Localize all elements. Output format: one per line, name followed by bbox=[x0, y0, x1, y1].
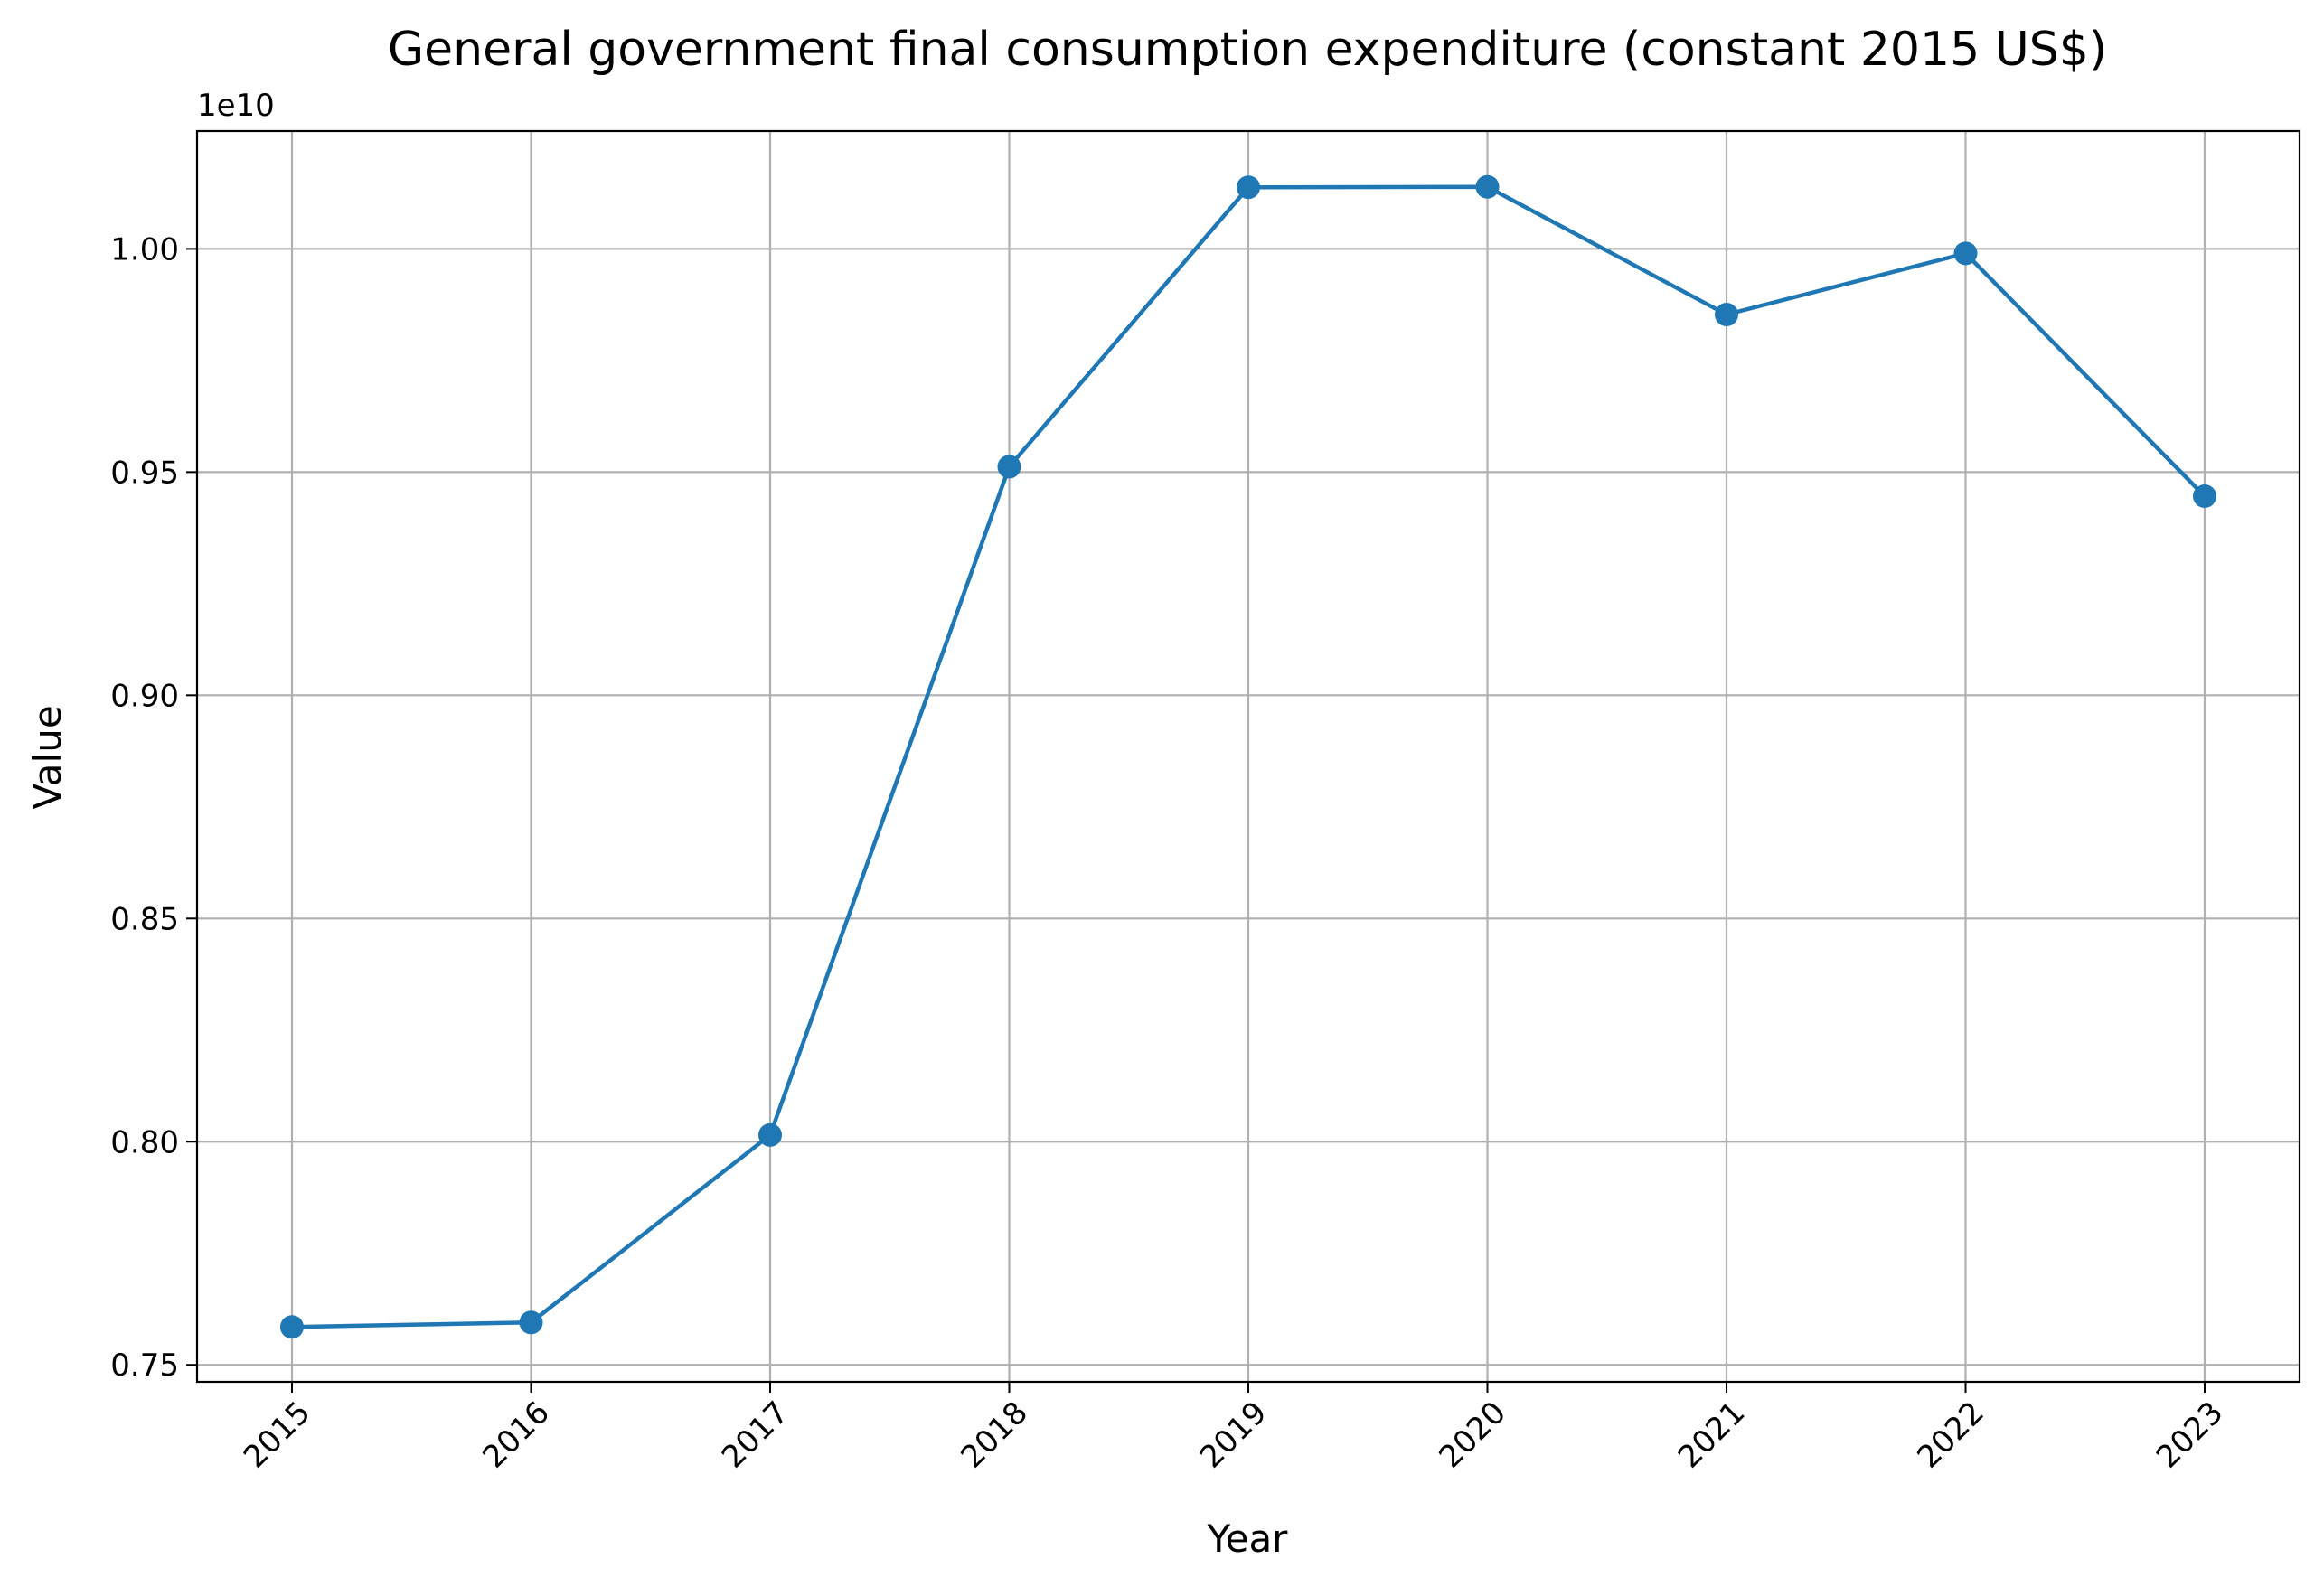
x-tick-label: 2023 bbox=[2150, 1394, 2230, 1475]
data-point-2017 bbox=[758, 1122, 782, 1147]
y-tick-label: 1.00 bbox=[110, 231, 179, 268]
data-point-2020 bbox=[1475, 174, 1500, 199]
grid-lines bbox=[197, 131, 2300, 1382]
x-tick-label: 2019 bbox=[1193, 1394, 1274, 1475]
y-tick-label: 0.75 bbox=[110, 1348, 179, 1384]
y-axis-offset-label: 1e10 bbox=[197, 88, 275, 124]
x-tick-label: 2016 bbox=[475, 1394, 556, 1475]
chart-title: General government final consumption exp… bbox=[388, 23, 2107, 77]
data-point-2023 bbox=[2193, 484, 2216, 509]
y-axis-ticks: 0.75 0.80 0.85 0.90 0.95 1.00 bbox=[110, 231, 197, 1384]
y-tick-label: 0.80 bbox=[110, 1124, 179, 1160]
x-tick-label: 2022 bbox=[1910, 1394, 1990, 1475]
data-point-2015 bbox=[280, 1315, 304, 1339]
x-tick-label: 2017 bbox=[715, 1394, 795, 1475]
x-tick-label: 2018 bbox=[954, 1394, 1034, 1475]
x-tick-label: 2015 bbox=[237, 1394, 317, 1475]
y-axis-label: Value bbox=[25, 705, 70, 809]
data-points bbox=[280, 174, 2216, 1339]
data-point-2021 bbox=[1715, 303, 1738, 327]
x-axis-ticks: 2015 2016 2017 2018 2019 2020 2021 2022 2023 bbox=[237, 1382, 2230, 1476]
y-tick-label: 0.85 bbox=[110, 901, 179, 937]
x-tick-label: 2021 bbox=[1671, 1394, 1752, 1475]
data-point-2019 bbox=[1237, 175, 1260, 200]
data-point-2016 bbox=[519, 1310, 543, 1335]
data-point-2018 bbox=[997, 455, 1021, 479]
data-point-2022 bbox=[1953, 241, 1978, 266]
y-tick-label: 0.95 bbox=[110, 455, 179, 491]
x-tick-label: 2020 bbox=[1432, 1394, 1512, 1475]
y-tick-label: 0.90 bbox=[110, 678, 179, 714]
x-axis-label: Year bbox=[1207, 1517, 1289, 1561]
